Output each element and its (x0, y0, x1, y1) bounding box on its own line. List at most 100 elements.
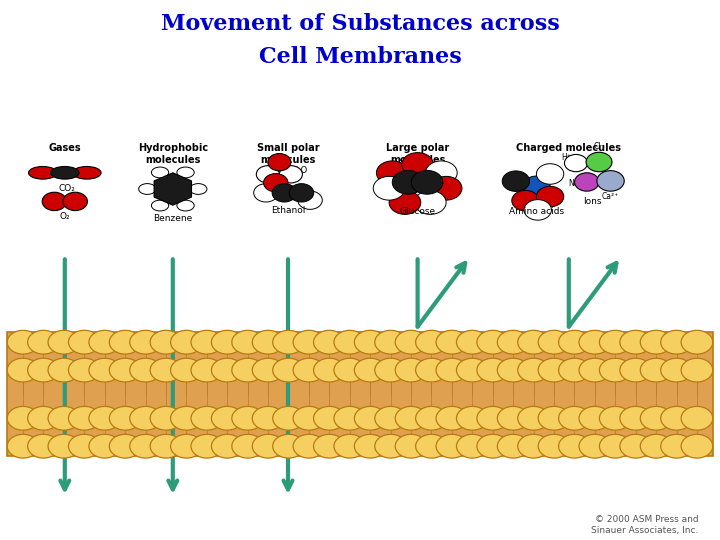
Circle shape (130, 434, 161, 458)
Ellipse shape (139, 184, 156, 194)
Circle shape (334, 358, 366, 382)
Circle shape (334, 407, 366, 430)
Circle shape (456, 434, 488, 458)
Circle shape (600, 434, 631, 458)
Text: CO₂: CO₂ (58, 184, 76, 193)
Circle shape (498, 358, 529, 382)
Circle shape (264, 173, 288, 192)
Circle shape (27, 330, 59, 354)
Circle shape (89, 330, 120, 354)
Circle shape (68, 434, 100, 458)
Text: Cell Membranes: Cell Membranes (258, 46, 462, 68)
Circle shape (27, 407, 59, 430)
Circle shape (252, 407, 284, 430)
Circle shape (518, 358, 549, 382)
Circle shape (477, 407, 508, 430)
Circle shape (456, 407, 488, 430)
Ellipse shape (177, 200, 194, 211)
Circle shape (150, 330, 182, 354)
Circle shape (402, 153, 433, 177)
Circle shape (579, 434, 611, 458)
Circle shape (89, 407, 120, 430)
Text: H⁺: H⁺ (561, 153, 571, 162)
Circle shape (27, 434, 59, 458)
Circle shape (7, 434, 39, 458)
Circle shape (395, 407, 427, 430)
Circle shape (538, 434, 570, 458)
Circle shape (313, 330, 345, 354)
Circle shape (559, 358, 590, 382)
Circle shape (377, 161, 408, 185)
Circle shape (150, 407, 182, 430)
Text: Amino acids: Amino acids (509, 207, 564, 216)
Circle shape (538, 407, 570, 430)
Circle shape (273, 330, 305, 354)
Circle shape (579, 330, 611, 354)
Text: Hydrophobic
molecules: Hydrophobic molecules (138, 143, 208, 165)
Text: © 2000 ASM Press and
Sinauer Associates, Inc.: © 2000 ASM Press and Sinauer Associates,… (591, 515, 698, 535)
Circle shape (436, 358, 468, 382)
Circle shape (109, 407, 141, 430)
Circle shape (27, 358, 59, 382)
Circle shape (538, 330, 570, 354)
Circle shape (415, 358, 447, 382)
Circle shape (389, 191, 420, 214)
Circle shape (518, 407, 549, 430)
Text: Glucose: Glucose (400, 207, 436, 216)
Circle shape (375, 330, 407, 354)
Circle shape (354, 434, 386, 458)
Ellipse shape (177, 167, 194, 178)
Circle shape (63, 192, 87, 211)
Circle shape (7, 358, 39, 382)
Circle shape (498, 434, 529, 458)
Circle shape (109, 358, 141, 382)
Circle shape (253, 184, 278, 202)
Text: Cl⁻: Cl⁻ (593, 142, 605, 151)
Circle shape (456, 358, 488, 382)
Circle shape (191, 434, 222, 458)
Circle shape (436, 407, 468, 430)
Text: H₂O: H₂O (292, 166, 308, 175)
Ellipse shape (29, 166, 57, 179)
Circle shape (293, 434, 325, 458)
Circle shape (477, 434, 508, 458)
Circle shape (7, 330, 39, 354)
Circle shape (586, 152, 612, 172)
Circle shape (212, 358, 243, 382)
Circle shape (661, 434, 693, 458)
Circle shape (640, 434, 672, 458)
Circle shape (130, 358, 161, 382)
Circle shape (273, 434, 305, 458)
Circle shape (130, 407, 161, 430)
Ellipse shape (50, 166, 79, 179)
Circle shape (375, 407, 407, 430)
Circle shape (130, 330, 161, 354)
Circle shape (354, 330, 386, 354)
Circle shape (313, 358, 345, 382)
Circle shape (68, 407, 100, 430)
Circle shape (171, 407, 202, 430)
Circle shape (7, 407, 39, 430)
Circle shape (171, 434, 202, 458)
Circle shape (415, 434, 447, 458)
Circle shape (640, 330, 672, 354)
Circle shape (289, 184, 314, 202)
Circle shape (503, 171, 529, 192)
Circle shape (68, 358, 100, 382)
Circle shape (232, 407, 264, 430)
Circle shape (109, 330, 141, 354)
Circle shape (661, 407, 693, 430)
Circle shape (498, 407, 529, 430)
Text: Na⁺: Na⁺ (569, 179, 583, 188)
Circle shape (212, 407, 243, 430)
Circle shape (559, 434, 590, 458)
Circle shape (252, 358, 284, 382)
Circle shape (579, 358, 611, 382)
Circle shape (298, 191, 323, 210)
Circle shape (252, 434, 284, 458)
Circle shape (334, 330, 366, 354)
Circle shape (373, 177, 405, 200)
Text: Charged molecules: Charged molecules (516, 143, 621, 153)
Circle shape (600, 407, 631, 430)
Circle shape (375, 358, 407, 382)
